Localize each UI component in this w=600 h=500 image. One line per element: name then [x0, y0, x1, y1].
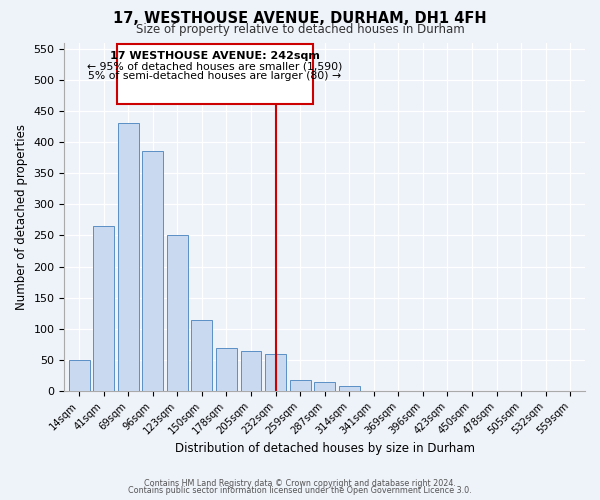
X-axis label: Distribution of detached houses by size in Durham: Distribution of detached houses by size … — [175, 442, 475, 455]
Text: ← 95% of detached houses are smaller (1,590): ← 95% of detached houses are smaller (1,… — [88, 61, 343, 71]
Text: Contains public sector information licensed under the Open Government Licence 3.: Contains public sector information licen… — [128, 486, 472, 495]
Bar — [191, 320, 212, 391]
Bar — [69, 360, 89, 391]
Y-axis label: Number of detached properties: Number of detached properties — [15, 124, 28, 310]
Text: 17, WESTHOUSE AVENUE, DURHAM, DH1 4FH: 17, WESTHOUSE AVENUE, DURHAM, DH1 4FH — [113, 11, 487, 26]
Bar — [339, 386, 359, 391]
Bar — [167, 236, 188, 391]
Bar — [265, 354, 286, 391]
Bar — [241, 350, 262, 391]
Bar — [118, 124, 139, 391]
Bar — [142, 152, 163, 391]
Text: Contains HM Land Registry data © Crown copyright and database right 2024.: Contains HM Land Registry data © Crown c… — [144, 478, 456, 488]
Bar — [93, 226, 114, 391]
Text: Size of property relative to detached houses in Durham: Size of property relative to detached ho… — [136, 22, 464, 36]
Bar — [216, 348, 237, 391]
FancyBboxPatch shape — [117, 44, 313, 104]
Text: 17 WESTHOUSE AVENUE: 242sqm: 17 WESTHOUSE AVENUE: 242sqm — [110, 50, 320, 60]
Bar — [290, 380, 311, 391]
Text: 5% of semi-detached houses are larger (80) →: 5% of semi-detached houses are larger (8… — [88, 71, 341, 81]
Bar — [314, 382, 335, 391]
